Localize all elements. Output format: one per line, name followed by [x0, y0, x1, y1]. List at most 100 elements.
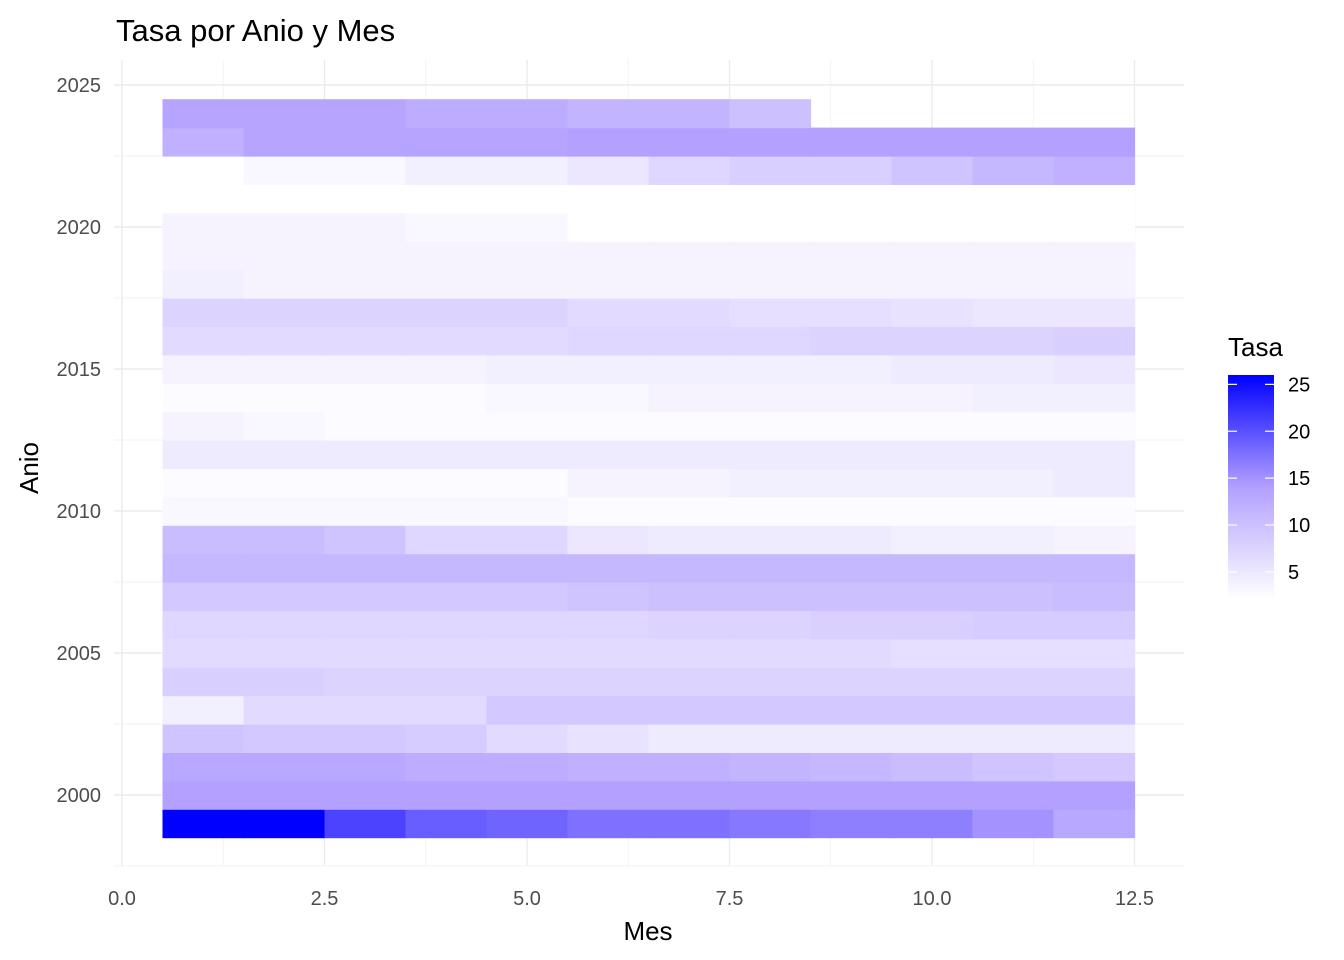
heatmap-cell [405, 496, 488, 526]
heatmap-cell [405, 440, 488, 469]
heatmap-cell [405, 354, 488, 384]
heatmap-cell [162, 184, 245, 214]
heatmap-cell [162, 99, 245, 129]
heatmap-cell [162, 156, 245, 185]
heatmap-cell [324, 184, 407, 214]
heatmap-cell [972, 553, 1055, 583]
heatmap-cell [972, 809, 1055, 839]
heatmap-cell [486, 553, 569, 583]
heatmap-cell [648, 638, 731, 668]
heatmap-cell [972, 269, 1055, 299]
heatmap-cell [243, 695, 326, 725]
heatmap-cell [567, 582, 650, 611]
heatmap-cells [162, 99, 1136, 839]
heatmap-cell [162, 610, 245, 640]
heatmap-cell [567, 298, 650, 327]
heatmap-cell [972, 780, 1055, 810]
heatmap-cell [1053, 127, 1136, 157]
heatmap-cell [486, 809, 569, 839]
heatmap-cell [972, 695, 1055, 725]
heatmap-cell [567, 638, 650, 668]
heatmap-cell [324, 127, 407, 157]
heatmap-cell [1053, 496, 1136, 526]
heatmap-cell [243, 752, 326, 782]
heatmap-cell [243, 525, 326, 555]
heatmap-cell [324, 724, 407, 753]
heatmap-cell [1053, 440, 1136, 469]
heatmap-cell [243, 553, 326, 583]
heatmap-cell [891, 269, 974, 299]
heatmap-cell [324, 269, 407, 299]
heatmap-cell [567, 99, 650, 129]
heatmap-cell [405, 525, 488, 555]
x-tick-label: 2.5 [311, 888, 339, 910]
heatmap-cell [567, 354, 650, 384]
legend-ticks: 5 10 15 20 25 [1228, 374, 1310, 584]
heatmap-cell [243, 354, 326, 384]
heatmap-cell [486, 269, 569, 299]
heatmap-cell [405, 241, 488, 271]
heatmap-cell [324, 667, 407, 697]
heatmap-cell [486, 752, 569, 782]
heatmap-cell [810, 127, 893, 157]
heatmap-cell [486, 127, 569, 157]
heatmap-cell [891, 667, 974, 697]
heatmap-cell [405, 610, 488, 640]
heatmap-cell [972, 440, 1055, 469]
heatmap-cell [729, 156, 812, 185]
heatmap-cell [891, 809, 974, 839]
heatmap-cell [486, 212, 569, 242]
heatmap-cell [486, 383, 569, 413]
heatmap-cell [1053, 809, 1136, 839]
heatmap-cell [729, 269, 812, 299]
heatmap-cell [324, 298, 407, 327]
heatmap-cell [405, 127, 488, 157]
heatmap-cell [162, 752, 245, 782]
heatmap-cell [729, 667, 812, 697]
heatmap-cell [243, 496, 326, 526]
heatmap-cell [648, 724, 731, 753]
heatmap-cell [486, 667, 569, 697]
legend-title: Tasa [1228, 332, 1283, 362]
heatmap-cell [162, 724, 245, 753]
heatmap-cell [567, 212, 650, 242]
heatmap-cell [810, 383, 893, 413]
heatmap-cell [486, 354, 569, 384]
heatmap-cell [1053, 582, 1136, 611]
heatmap-cell [972, 383, 1055, 413]
heatmap-cell [648, 496, 731, 526]
heatmap-cell [486, 411, 569, 441]
heatmap-cell [324, 383, 407, 413]
heatmap-cell [567, 695, 650, 725]
y-tick-label: 2025 [57, 75, 102, 97]
heatmap-cell [891, 212, 974, 242]
heatmap-cell [162, 809, 245, 839]
heatmap-cell [405, 582, 488, 611]
heatmap-cell [648, 127, 731, 157]
legend-label: 5 [1288, 562, 1299, 584]
heatmap-cell [810, 326, 893, 356]
heatmap-cell [891, 411, 974, 441]
heatmap-cell [729, 468, 812, 498]
heatmap-cell [810, 241, 893, 271]
heatmap-cell [810, 752, 893, 782]
heatmap-cell [648, 780, 731, 810]
heatmap-cell [243, 298, 326, 327]
heatmap-cell [729, 440, 812, 469]
heatmap-cell [810, 156, 893, 185]
heatmap-cell [243, 638, 326, 668]
heatmap-cell [486, 298, 569, 327]
heatmap-cell [729, 326, 812, 356]
heatmap-cell [243, 468, 326, 498]
heatmap-cell [648, 440, 731, 469]
heatmap-cell [1053, 525, 1136, 555]
heatmap-cell [810, 184, 893, 214]
heatmap-cell [324, 809, 407, 839]
heatmap-cell [1053, 212, 1136, 242]
heatmap-cell [567, 269, 650, 299]
x-tick-label: 10.0 [913, 888, 952, 910]
heatmap-cell [324, 780, 407, 810]
heatmap-cell [162, 212, 245, 242]
heatmap-cell [972, 667, 1055, 697]
heatmap-cell [162, 780, 245, 810]
